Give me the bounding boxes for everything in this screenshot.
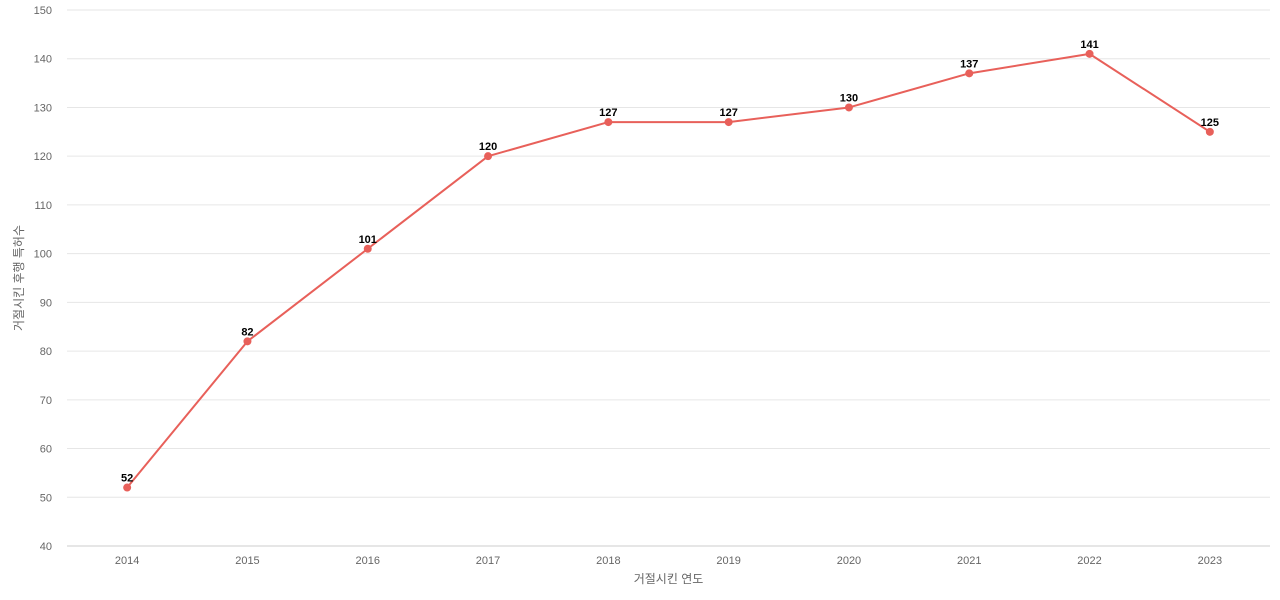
data-point[interactable] (363, 244, 372, 253)
data-label: 141 (1080, 39, 1098, 51)
y-tick-label: 150 (34, 5, 52, 17)
x-tick-label: 2017 (476, 555, 500, 567)
x-axis-ticks: 2014 2015 2016 2017 2018 2019 2020 2021 2022 2023 (115, 555, 1222, 567)
y-axis-ticks: 40 50 60 70 80 90 100 110 120 130 140 150 (34, 5, 52, 553)
y-tick-label: 40 (40, 541, 52, 553)
x-tick-label: 2015 (235, 555, 259, 567)
data-point[interactable] (724, 118, 733, 127)
data-label: 120 (479, 141, 497, 153)
x-tick-label: 2020 (837, 555, 861, 567)
data-label: 52 (121, 473, 133, 485)
series (123, 49, 1214, 492)
y-axis-title: 거절시킨 후행 특허수 (11, 225, 26, 331)
x-tick-label: 2022 (1077, 555, 1101, 567)
data-point[interactable] (844, 103, 853, 112)
x-tick-label: 2018 (596, 555, 620, 567)
x-tick-label: 2014 (115, 555, 139, 567)
data-label: 101 (359, 234, 377, 246)
data-point[interactable] (1085, 49, 1094, 58)
y-tick-label: 70 (40, 395, 52, 407)
y-tick-label: 50 (40, 492, 52, 504)
y-tick-label: 110 (34, 200, 52, 212)
y-tick-label: 80 (40, 346, 52, 358)
y-tick-label: 100 (34, 249, 52, 261)
data-label: 137 (960, 58, 978, 70)
x-axis-title: 거절시킨 연도 (634, 572, 704, 586)
y-tick-label: 90 (40, 297, 52, 309)
data-label: 127 (719, 107, 737, 119)
data-label: 130 (840, 92, 858, 104)
data-label: 127 (599, 107, 617, 119)
x-tick-label: 2019 (716, 555, 740, 567)
y-tick-label: 60 (40, 444, 52, 456)
x-tick-label: 2016 (356, 555, 380, 567)
data-point[interactable] (243, 337, 252, 346)
y-tick-label: 120 (34, 151, 52, 163)
data-point[interactable] (604, 118, 613, 127)
data-label: 125 (1201, 117, 1219, 129)
data-point[interactable] (484, 152, 493, 161)
series-line (126, 52, 1211, 489)
data-point[interactable] (965, 69, 974, 78)
y-tick-label: 140 (34, 54, 52, 66)
data-labels: 52 82 101 120 127 127 130 137 141 125 (121, 39, 1219, 485)
data-point[interactable] (123, 483, 132, 492)
x-tick-label: 2023 (1198, 555, 1222, 567)
data-point[interactable] (1205, 127, 1214, 136)
x-tick-label: 2021 (957, 555, 981, 567)
y-tick-label: 130 (34, 102, 52, 114)
grid (67, 9, 1270, 547)
data-label: 82 (241, 326, 253, 338)
